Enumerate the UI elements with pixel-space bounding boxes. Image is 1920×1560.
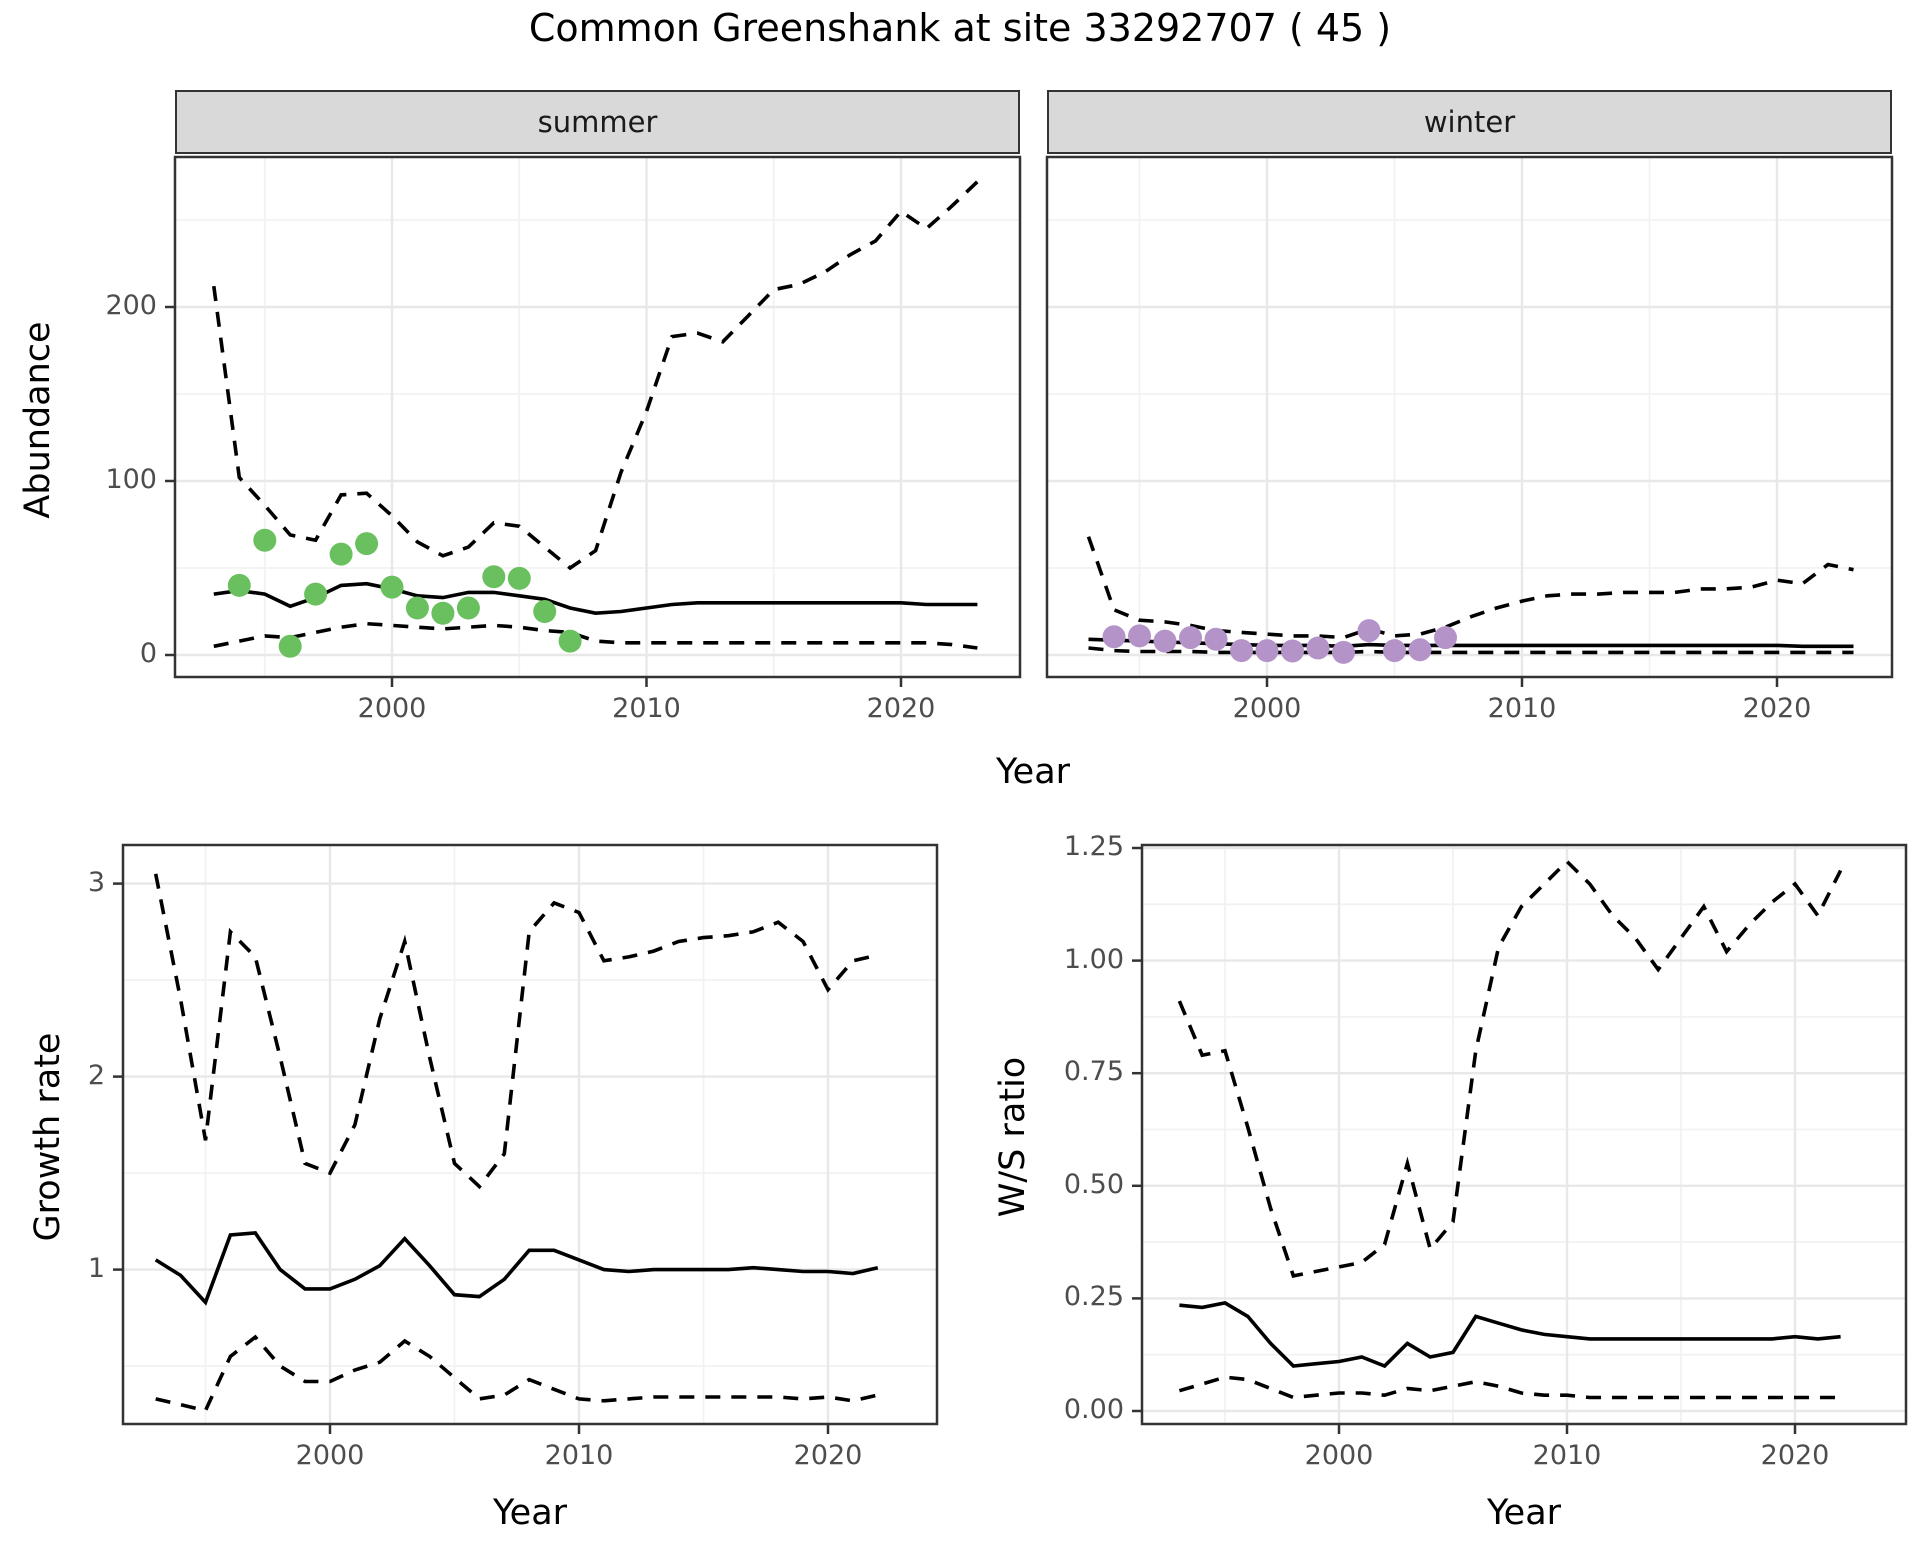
y-tick-ws-ratio: 0.00 — [1063, 1394, 1124, 1425]
point-observed-winter — [1255, 639, 1279, 663]
series-median-ws-ratio — [1179, 1301, 1841, 1369]
point-observed-winter — [1281, 639, 1304, 663]
y-axis-title-ws-ratio: W/S ratio — [993, 1056, 1033, 1218]
x-tick-growth-rate: 2010 — [544, 1440, 614, 1471]
x-axis-title-year-growth: Year — [492, 1493, 568, 1533]
point-observed-summer — [380, 575, 404, 599]
series-upper-ci-abundance-summer — [212, 180, 979, 571]
point-observed-summer — [507, 566, 531, 590]
point-observed-summer — [431, 601, 455, 625]
y-tick-ws-ratio: 1.25 — [1063, 831, 1124, 862]
x-tick-abundance-winter: 2020 — [1742, 693, 1812, 724]
point-observed-summer — [278, 634, 302, 658]
point-observed-winter — [1306, 636, 1330, 660]
y-tick-growth-rate: 2 — [87, 1059, 105, 1091]
x-tick-abundance-summer: 2010 — [612, 693, 681, 724]
point-observed-winter — [1357, 619, 1381, 643]
series-lower-ci-growth-rate — [155, 1334, 879, 1413]
point-observed-summer — [558, 629, 582, 653]
facet-strip-summer-label: summer — [537, 105, 658, 139]
point-observed-winter — [1153, 629, 1177, 653]
x-tick-ws-ratio: 2020 — [1760, 1440, 1830, 1471]
y-tick-ws-ratio: 0.50 — [1063, 1168, 1124, 1200]
x-tick-growth-rate: 2020 — [793, 1440, 863, 1471]
facet-strip-summer: summer — [175, 90, 1020, 154]
point-observed-summer — [227, 573, 251, 597]
point-observed-summer — [355, 532, 379, 556]
point-observed-summer — [533, 600, 557, 623]
panel-abundance-winter — [1045, 155, 1894, 687]
panel-abundance-summer — [165, 155, 1022, 687]
point-observed-summer — [405, 596, 429, 620]
point-observed-summer — [329, 542, 353, 566]
series-median-abundance-summer — [213, 581, 978, 616]
y-tick-ws-ratio: 0.25 — [1063, 1281, 1124, 1313]
y-tick-ws-ratio: 1.00 — [1063, 943, 1124, 975]
point-observed-winter — [1204, 627, 1228, 651]
point-observed-winter — [1230, 639, 1253, 663]
series-upper-ci-growth-rate — [153, 873, 879, 1190]
point-observed-summer — [456, 596, 480, 620]
point-observed-winter — [1408, 638, 1432, 662]
x-tick-abundance-winter: 2000 — [1232, 693, 1302, 724]
y-tick-ws-ratio: 0.75 — [1063, 1056, 1124, 1088]
x-tick-abundance-winter: 2010 — [1487, 693, 1557, 724]
x-tick-abundance-summer: 2020 — [866, 693, 936, 724]
y-tick-abundance-summer: 0 — [139, 638, 157, 669]
series-lower-ci-abundance-winter — [1088, 646, 1854, 655]
series-median-growth-rate — [154, 1231, 879, 1306]
y-tick-abundance-summer: 100 — [105, 464, 157, 495]
point-observed-winter — [1102, 625, 1126, 649]
point-observed-summer — [304, 582, 328, 606]
point-observed-winter — [1383, 639, 1406, 663]
panel-growth-rate — [113, 843, 939, 1434]
x-axis-title-year-top: Year — [995, 752, 1071, 792]
series-lower-ci-ws-ratio — [1178, 1375, 1841, 1400]
point-observed-winter — [1434, 626, 1457, 650]
facet-strip-winter: winter — [1047, 90, 1892, 154]
x-tick-growth-rate: 2000 — [295, 1440, 365, 1471]
x-tick-abundance-summer: 2000 — [357, 693, 427, 724]
x-tick-ws-ratio: 2000 — [1304, 1440, 1374, 1471]
point-observed-winter — [1128, 624, 1151, 648]
y-tick-growth-rate: 3 — [87, 866, 105, 898]
x-axis-title-year-ws: Year — [1486, 1493, 1562, 1533]
page-title: Common Greenshank at site 33292707 ( 45 … — [528, 6, 1392, 50]
y-tick-abundance-summer: 200 — [105, 290, 157, 321]
y-tick-growth-rate: 1 — [87, 1252, 105, 1284]
facet-strip-winter-label: winter — [1423, 105, 1516, 139]
point-observed-winter — [1332, 640, 1355, 664]
panel-ws-ratio — [1132, 843, 1908, 1434]
x-tick-ws-ratio: 2010 — [1532, 1440, 1602, 1471]
point-observed-winter — [1179, 626, 1202, 650]
point-observed-summer — [253, 528, 277, 552]
point-observed-summer — [482, 565, 506, 589]
